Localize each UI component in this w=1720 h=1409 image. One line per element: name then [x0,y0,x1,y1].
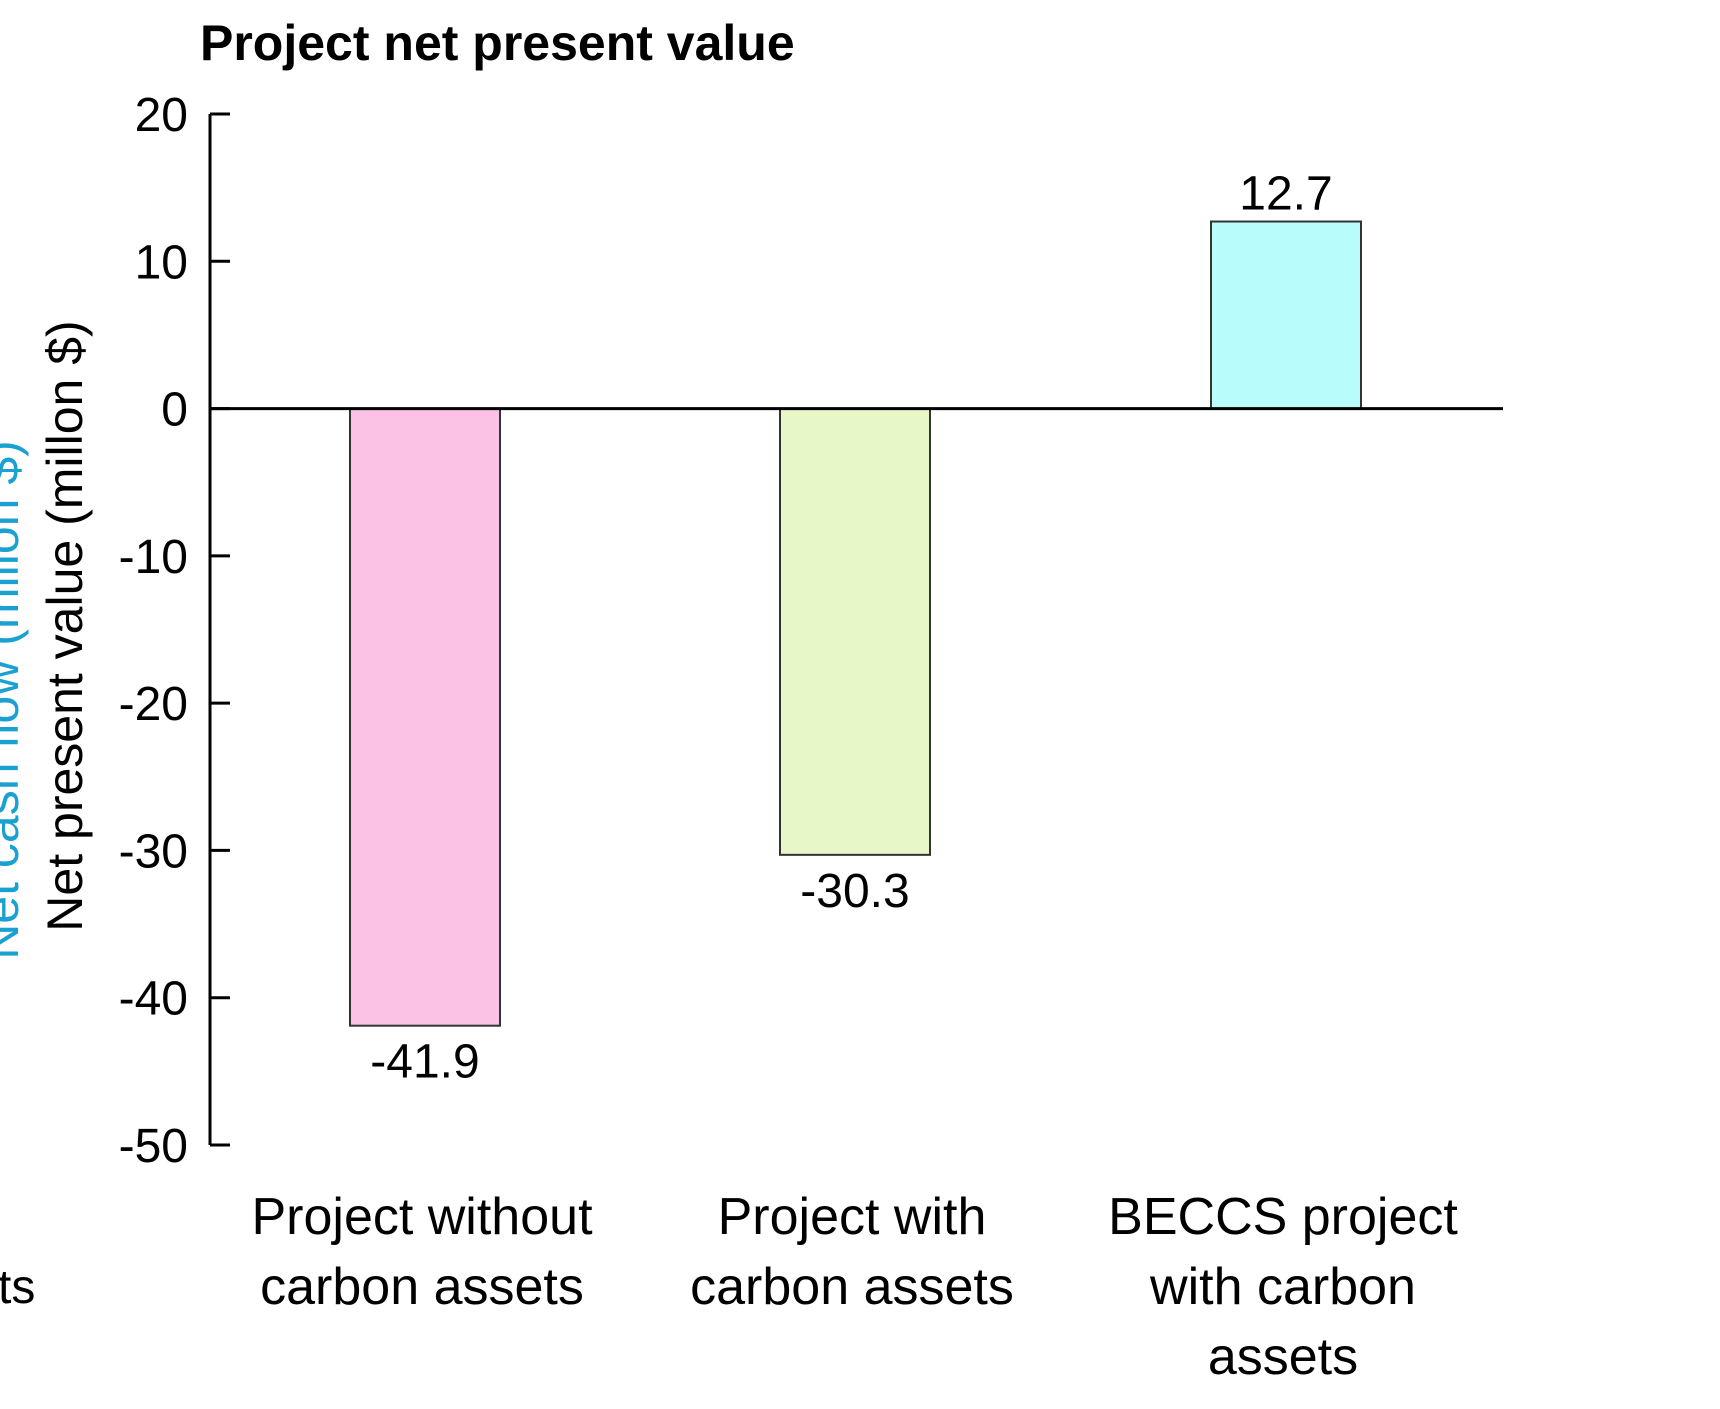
y-tick-label: 0 [161,384,188,437]
y-tick-label: -30 [119,825,188,878]
y-tick-label: 20 [135,89,188,142]
category-label: carbon assets [690,1258,1014,1316]
y-tick-label: -20 [119,678,188,731]
axes [208,114,1503,1145]
bar [779,407,931,856]
category-label: carbon assets [260,1258,584,1316]
bars [349,220,1362,1027]
y-tick-label: 10 [135,236,188,289]
bar [1210,220,1362,410]
y-tick-label: -10 [119,531,188,584]
category-labels: Project without carbon assets Project with… [251,1188,1458,1386]
y-tick-label: -50 [119,1120,188,1173]
y-tick-label: -40 [119,973,188,1026]
category-label: BECCS project [1108,1188,1458,1246]
category-label: with carbon [1149,1258,1416,1316]
cropped-legend-fragment: ts [0,1261,35,1314]
chart-title: Project net present value [200,15,795,71]
cropped-net-cash-flow-axis-label: Net cash flow (millon $) [0,440,29,960]
bar-value-label: -41.9 [370,1036,479,1089]
category-label: assets [1208,1328,1358,1386]
y-axis-ticks: 20 10 0 -10 -20 -30 -40 -50 [119,89,230,1173]
bar-value-label: 12.7 [1239,168,1332,221]
category-label: Project without [251,1188,593,1246]
bar [349,407,501,1027]
bar-value-label: -30.3 [800,865,909,918]
category-label: Project with [718,1188,987,1246]
y-axis-label: Net present value (millon $) [37,320,93,931]
data-labels: -41.9 -30.3 12.7 [370,168,1332,1089]
